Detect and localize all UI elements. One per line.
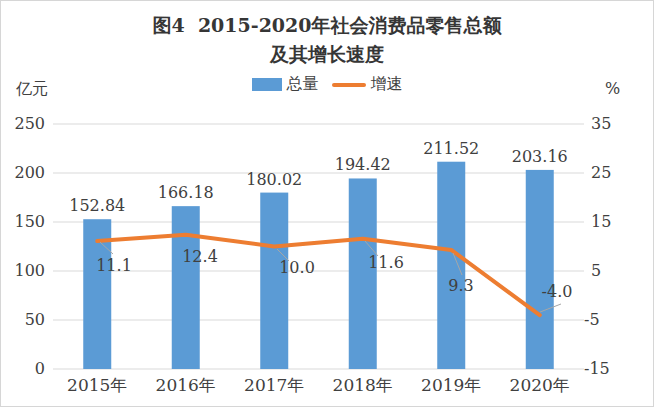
bar-2017年 bbox=[260, 193, 288, 369]
line-value-label: 10.0 bbox=[279, 258, 315, 277]
bar-value-label: 180.02 bbox=[246, 170, 302, 189]
left-axis-tick: 250 bbox=[14, 114, 45, 133]
right-axis-tick: 25 bbox=[591, 163, 611, 182]
chart-container: 图4 2015-2020年社会消费品零售总额 及其增长速度 总量 增速 亿元 %… bbox=[0, 0, 654, 407]
bar-value-label: 152.84 bbox=[69, 196, 125, 215]
right-axis-tick: -15 bbox=[584, 359, 610, 378]
right-axis-tick: 5 bbox=[591, 261, 601, 280]
plot-area: 250 35 200 25 150 15 100 5 50 -5 0 -15 152.84 166.18 1… bbox=[1, 1, 654, 407]
left-axis-tick: 150 bbox=[14, 212, 45, 231]
bar-value-label: 166.18 bbox=[158, 183, 214, 202]
line-value-label: 12.4 bbox=[182, 247, 218, 266]
right-axis-tick: 15 bbox=[591, 212, 611, 231]
line-value-label: -4.0 bbox=[542, 282, 573, 301]
x-axis-category-label: 2017年 bbox=[244, 375, 304, 395]
left-axis-tick: 50 bbox=[25, 310, 45, 329]
x-axis-category-label: 2018年 bbox=[333, 375, 393, 395]
left-axis-tick: 100 bbox=[14, 261, 45, 280]
bar-2018年 bbox=[349, 178, 377, 369]
bar-value-label: 194.42 bbox=[335, 155, 391, 174]
line-value-label: 11.1 bbox=[96, 256, 132, 275]
x-axis-category-label: 2019年 bbox=[421, 375, 481, 395]
left-axis-tick: 200 bbox=[14, 163, 45, 182]
bar-2016年 bbox=[172, 206, 200, 369]
x-axis-category-label: 2016年 bbox=[156, 375, 216, 395]
line-value-label: 9.3 bbox=[448, 276, 473, 295]
bar-value-label: 211.52 bbox=[423, 139, 479, 158]
left-axis-tick: 0 bbox=[35, 359, 45, 378]
right-axis-tick: -5 bbox=[584, 310, 600, 329]
bar-2019年 bbox=[437, 162, 465, 369]
growth-line bbox=[97, 235, 540, 315]
bar-value-label: 203.16 bbox=[512, 147, 568, 166]
line-value-label: 11.6 bbox=[368, 253, 404, 272]
bar-2020年 bbox=[526, 170, 554, 369]
right-axis-tick: 35 bbox=[591, 114, 611, 133]
x-axis-category-label: 2015年 bbox=[67, 375, 127, 395]
x-axis-category-label: 2020年 bbox=[510, 375, 570, 395]
